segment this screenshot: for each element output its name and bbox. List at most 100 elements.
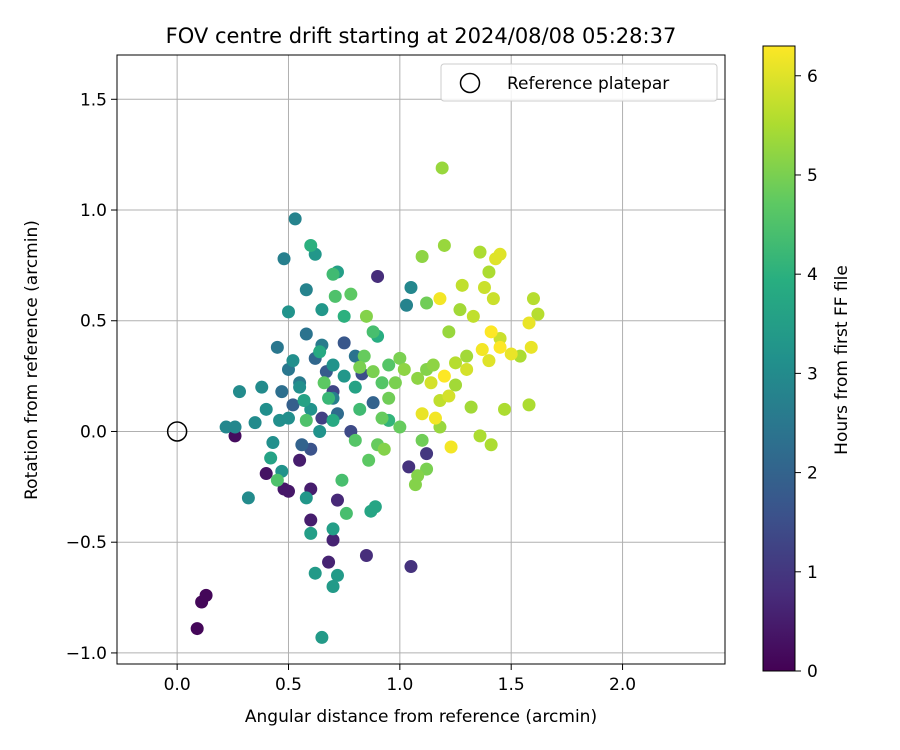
data-point — [293, 453, 307, 467]
data-point — [375, 411, 389, 425]
data-point — [484, 325, 498, 339]
grid-lines — [117, 55, 725, 664]
data-point — [315, 303, 329, 317]
data-point — [415, 250, 429, 264]
y-tick-label: −1.0 — [66, 644, 107, 664]
data-point — [270, 473, 284, 487]
data-point — [460, 362, 474, 376]
data-point — [326, 533, 340, 547]
data-point — [326, 267, 340, 281]
colorbar-tick-label: 4 — [807, 265, 818, 285]
data-point — [415, 433, 429, 447]
data-point — [266, 436, 280, 450]
data-point — [402, 460, 416, 474]
data-point — [286, 354, 300, 368]
data-point — [428, 411, 442, 425]
legend: Reference platepar — [440, 63, 718, 102]
legend-reference-label: Reference platepar — [507, 74, 669, 94]
data-point — [326, 522, 340, 536]
data-point — [400, 298, 414, 312]
y-tick-label: 1.0 — [80, 201, 107, 221]
data-point — [397, 362, 411, 376]
data-point — [526, 292, 540, 306]
data-point — [366, 325, 380, 339]
data-point — [464, 400, 478, 414]
data-point — [466, 309, 480, 323]
colorbar-gradient — [762, 45, 796, 672]
data-point — [275, 385, 289, 399]
data-point — [442, 389, 456, 403]
data-point — [270, 340, 284, 354]
data-point — [455, 278, 469, 292]
data-point — [357, 349, 371, 363]
colorbar-tick-label: 1 — [807, 563, 818, 583]
data-point — [315, 411, 329, 425]
data-point — [304, 526, 318, 540]
data-point — [299, 283, 313, 297]
data-point — [493, 247, 507, 261]
data-point — [304, 513, 318, 527]
data-point — [473, 429, 487, 443]
data-point — [415, 407, 429, 421]
data-point — [199, 588, 213, 602]
colorbar-tick-label: 2 — [807, 464, 818, 484]
data-point — [393, 351, 407, 365]
data-point — [449, 356, 463, 370]
data-point — [486, 292, 500, 306]
data-point — [477, 281, 491, 295]
data-point — [382, 391, 396, 405]
data-point — [482, 354, 496, 368]
data-point — [531, 307, 545, 321]
data-point — [335, 473, 349, 487]
data-point — [286, 398, 300, 412]
data-point — [190, 622, 204, 636]
data-point — [359, 309, 373, 323]
data-point — [293, 380, 307, 394]
data-point — [308, 566, 322, 580]
data-point — [241, 491, 255, 505]
data-point — [330, 493, 344, 507]
data-point — [337, 369, 351, 383]
data-point — [375, 376, 389, 390]
data-point — [277, 252, 291, 266]
data-point — [437, 369, 451, 383]
data-point — [437, 238, 451, 252]
data-point — [297, 393, 311, 407]
data-points — [190, 161, 545, 644]
data-point — [444, 440, 458, 454]
data-point — [255, 380, 269, 394]
colorbar-tick-label: 5 — [807, 166, 818, 186]
y-axis-ticks: −1.0 −0.5 0.0 0.5 1.0 1.5 — [66, 90, 117, 664]
data-point — [449, 378, 463, 392]
legend-box — [440, 63, 718, 102]
chart-title: FOV centre drift starting at 2024/08/08 … — [166, 24, 677, 48]
data-point — [322, 391, 336, 405]
y-tick-label: −0.5 — [66, 533, 107, 553]
data-point — [368, 500, 382, 514]
data-point — [522, 398, 536, 412]
data-point — [313, 345, 327, 359]
data-point — [475, 343, 489, 357]
data-point — [304, 238, 318, 252]
data-point — [288, 212, 302, 226]
data-point — [524, 340, 538, 354]
data-point — [339, 506, 353, 520]
data-point — [326, 413, 340, 427]
data-point — [420, 447, 434, 461]
x-tick-label: 2.0 — [609, 675, 636, 695]
data-point — [433, 292, 447, 306]
data-point — [353, 402, 367, 416]
data-point — [393, 420, 407, 434]
data-point — [382, 358, 396, 372]
data-point — [348, 433, 362, 447]
data-point — [259, 467, 273, 481]
data-point — [299, 327, 313, 341]
reference-platepar-marker — [166, 421, 188, 442]
data-point — [304, 402, 318, 416]
colorbar-tick-label: 3 — [807, 364, 818, 384]
data-point — [426, 358, 440, 372]
data-point — [371, 269, 385, 283]
data-point — [248, 416, 262, 430]
x-axis-label: Angular distance from reference (arcmin) — [245, 707, 597, 727]
data-point — [522, 316, 536, 330]
